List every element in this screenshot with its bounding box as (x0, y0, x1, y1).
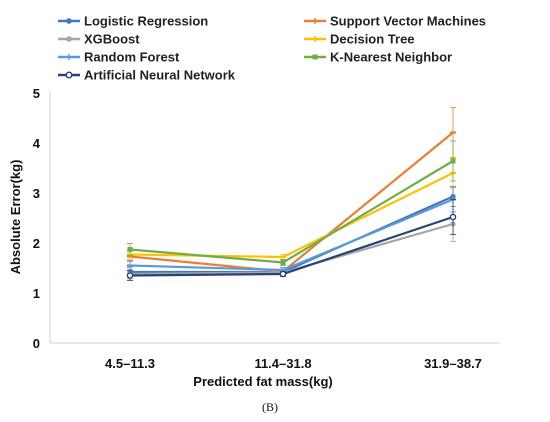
series-line (129, 172, 454, 259)
x-tick-label: 4.5–11.3 (105, 356, 155, 371)
series-line (129, 198, 454, 272)
legend-item: Random Forest (58, 50, 180, 65)
y-tick-label: 1 (33, 286, 40, 301)
series-random-forest (127, 186, 456, 273)
legend-item: Support Vector Machines (304, 14, 486, 29)
x-tick-label: 31.9–38.7 (424, 356, 482, 371)
y-tick-label: 0 (33, 336, 40, 351)
legend-item: Logistic Regression (58, 14, 208, 29)
legend-item: K-Nearest Neighbor (304, 50, 452, 65)
legend-marker (66, 36, 72, 42)
legend-item: XGBoost (58, 32, 140, 47)
x-tick-label: 11.4–31.8 (254, 356, 311, 371)
series-artificial-neural-network (126, 199, 457, 281)
axes: 0 1 2 3 4 5 4.5–11.3 11.4–31.8 31.9–38.7 (33, 86, 500, 371)
series-support-vector-machines (127, 107, 456, 275)
legend-label: Artificial Neural Network (84, 68, 236, 83)
legend-label: Support Vector Machines (330, 14, 486, 29)
data-point (280, 260, 286, 265)
data-point (126, 272, 134, 279)
legend-marker (66, 18, 72, 24)
data-point (127, 247, 133, 252)
legend-label: Logistic Regression (84, 14, 208, 29)
series-line (129, 131, 454, 273)
series-k-nearest-neighbor (127, 140, 456, 266)
legend-label: Random Forest (84, 50, 180, 65)
y-tick-label: 5 (33, 86, 40, 101)
series-decision-tree (127, 157, 456, 260)
x-axis-title: Predicted fat mass(kg) (193, 374, 332, 389)
legend-item: Artificial Neural Network (58, 68, 236, 83)
data-point (450, 158, 456, 164)
y-axis-title: Absolute Error(kg) (8, 160, 23, 275)
y-tick-label: 2 (33, 236, 40, 251)
y-tick-label: 4 (33, 136, 41, 151)
legend-label: K-Nearest Neighbor (330, 50, 452, 65)
legend-item: Decision Tree (304, 32, 415, 47)
plot-area (126, 107, 457, 281)
legend-marker (312, 54, 318, 60)
legend-marker (65, 71, 73, 79)
y-tick-label: 3 (33, 186, 40, 201)
legend: Logistic Regression Support Vector Machin… (58, 14, 486, 83)
data-point (279, 270, 287, 278)
series-line (129, 160, 454, 264)
data-point (449, 213, 457, 221)
panel-label: (B) (262, 400, 278, 414)
legend-label: Decision Tree (330, 32, 415, 47)
legend-label: XGBoost (84, 32, 140, 47)
